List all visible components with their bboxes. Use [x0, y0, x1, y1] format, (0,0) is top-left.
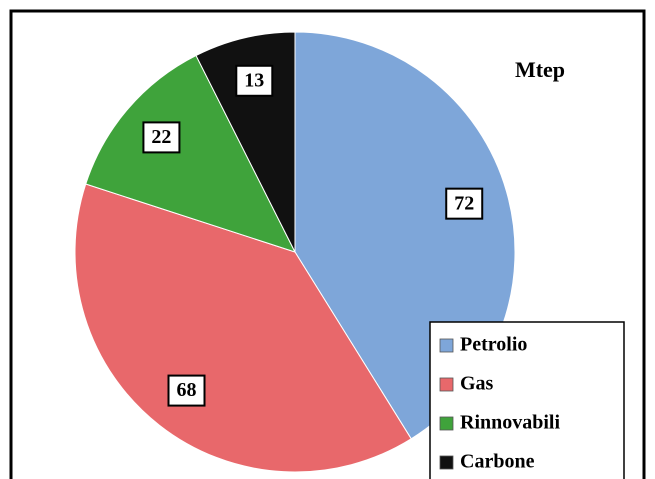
legend-label: Rinnovabili [460, 412, 560, 434]
chart-title: Mtep [515, 57, 565, 82]
data-label: 72 [454, 192, 474, 214]
data-label-box [235, 64, 274, 97]
legend-box [429, 321, 625, 479]
legend: Petrolio Gas Rinnovabili Carbone [429, 321, 625, 479]
legend-label: Carbone [460, 451, 535, 473]
data-label: 22 [151, 126, 171, 148]
pie-slice [85, 54, 296, 253]
frame [9, 9, 646, 479]
legend-swatch [439, 416, 454, 431]
legend-label: Gas [460, 373, 494, 395]
legend-swatch [439, 455, 454, 470]
data-label: 13 [244, 69, 264, 91]
legend-label: Petrolio [460, 334, 527, 356]
data-label: 68 [177, 379, 197, 401]
data-label-box [142, 121, 181, 154]
legend-swatch [439, 338, 454, 353]
pie-slice [74, 183, 412, 473]
data-label-box [445, 187, 484, 220]
legend-swatch [439, 377, 454, 392]
data-label-box [167, 374, 206, 407]
plot-area: 72 68 22 13 Petrolio Gas Rinnovabili Carbone [74, 31, 625, 479]
